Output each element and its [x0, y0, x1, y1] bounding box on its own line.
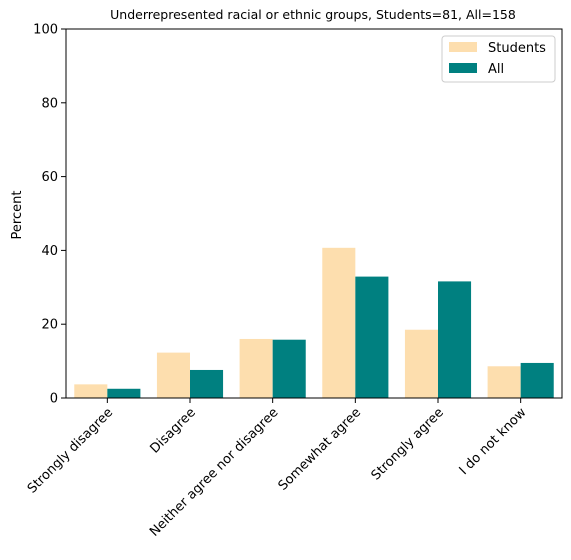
bar-students-2 — [239, 338, 273, 398]
x-tick-label: Strongly disagree — [25, 405, 116, 496]
bar-all-0 — [107, 388, 141, 398]
legend-swatch-all — [449, 63, 477, 73]
bar-all-2 — [272, 339, 306, 398]
y-tick-label: 40 — [41, 244, 58, 259]
y-tick-label: 80 — [41, 96, 58, 111]
bar-all-4 — [438, 281, 472, 398]
bars-group — [74, 247, 554, 398]
x-tick-label: I do not know — [457, 405, 530, 478]
y-tick-label: 0 — [50, 392, 58, 407]
y-tick-label: 20 — [41, 318, 58, 333]
legend-swatch-students — [449, 42, 477, 52]
legend: Students All — [441, 35, 556, 83]
bar-students-4 — [404, 329, 438, 398]
y-axis-label: Percent — [10, 191, 25, 240]
bar-all-5 — [520, 362, 554, 398]
legend-label-all: All — [488, 62, 504, 77]
bar-students-1 — [156, 352, 190, 398]
y-tick-label: 60 — [41, 170, 58, 185]
legend-label-students: Students — [488, 41, 546, 56]
bar-all-1 — [190, 369, 224, 398]
bar-all-3 — [355, 276, 389, 398]
bar-students-3 — [322, 247, 356, 398]
x-tick-label: Strongly agree — [369, 405, 447, 483]
x-tick-label: Somewhat agree — [276, 405, 365, 494]
bar-students-0 — [74, 384, 108, 398]
bar-students-5 — [487, 366, 521, 398]
x-tick-label: Disagree — [147, 405, 198, 456]
plot-frame — [65, 28, 563, 399]
chart-title: Underrepresented racial or ethnic groups… — [110, 7, 516, 22]
y-tick-label: 100 — [33, 23, 58, 38]
y-ticks-group: 0 20 40 60 80 100 — [33, 23, 66, 407]
